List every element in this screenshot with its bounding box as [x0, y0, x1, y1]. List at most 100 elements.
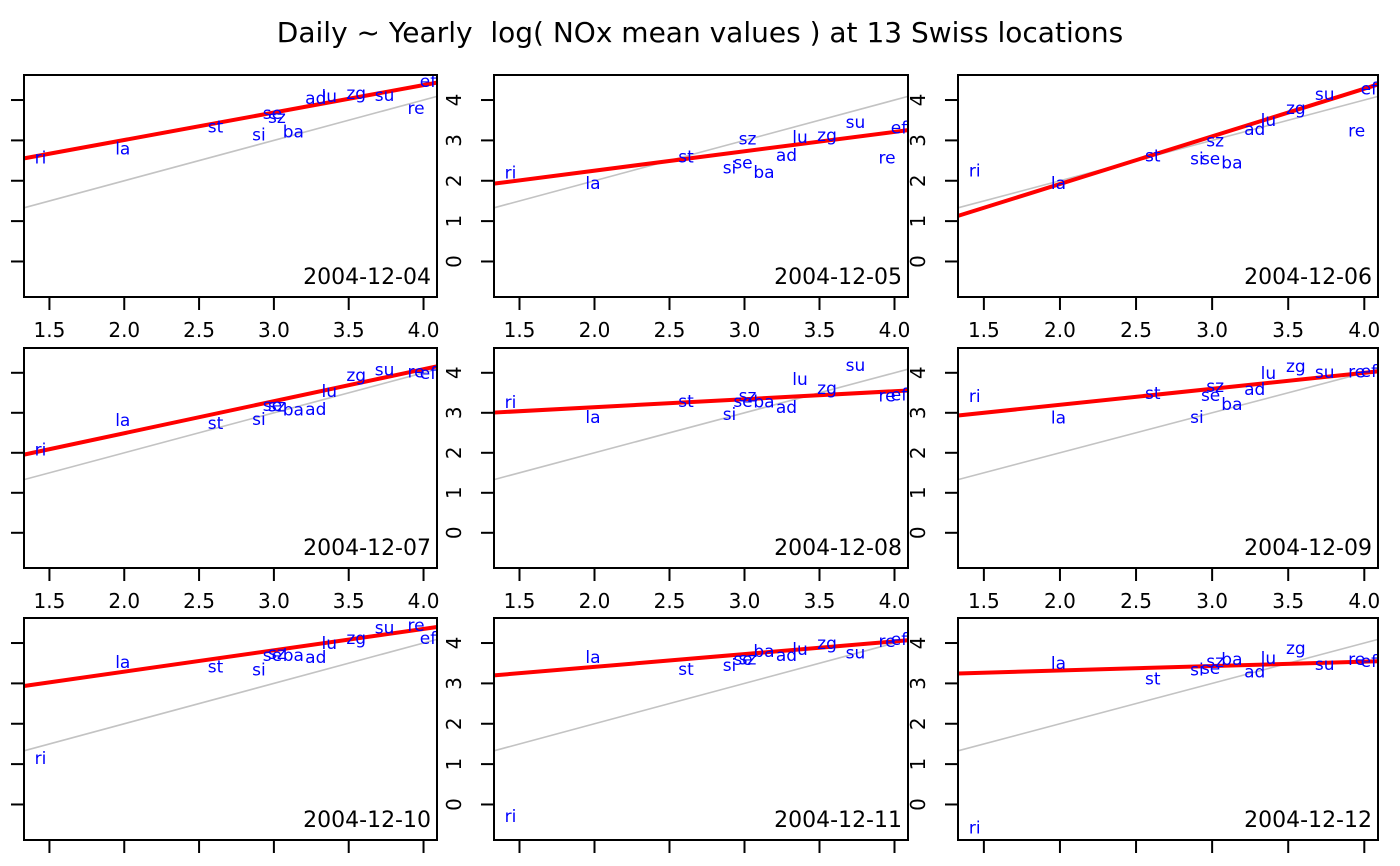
site-label-zg: zg — [346, 84, 366, 104]
site-label-sz: sz — [1206, 652, 1224, 672]
x-tick-label: 3.0 — [1196, 318, 1228, 342]
site-label-lu: lu — [792, 128, 808, 148]
x-tick-label: 4.0 — [879, 318, 911, 342]
site-label-ri: ri — [505, 393, 517, 413]
y-tick-label: 2 — [906, 174, 930, 187]
x-tick-label: 2.0 — [1044, 589, 1076, 613]
site-label-st: st — [1145, 384, 1161, 404]
date-label: 2004-12-06 — [1244, 265, 1372, 290]
site-label-ba: ba — [1221, 650, 1242, 670]
site-label-lu: lu — [322, 382, 338, 402]
site-label-re: re — [408, 616, 425, 636]
panel-border — [23, 347, 438, 569]
site-label-re: re — [408, 99, 425, 119]
x-tick-label: 4.0 — [1348, 318, 1380, 342]
site-label-zg: zg — [346, 366, 366, 386]
x-tick-label: 1.5 — [968, 318, 1000, 342]
x-tick-label: 2.5 — [183, 318, 215, 342]
site-label-la: la — [1051, 654, 1066, 674]
y-tick-label: 1 — [906, 758, 930, 771]
site-label-la: la — [585, 408, 600, 428]
fit-line — [493, 388, 909, 415]
site-label-lu: lu — [322, 634, 338, 654]
site-label-ba: ba — [283, 401, 304, 421]
site-label-si: si — [252, 125, 266, 145]
identity-line — [957, 368, 1379, 481]
y-tick-label: 3 — [442, 406, 466, 419]
panel-border — [957, 347, 1379, 569]
fit-line — [957, 659, 1379, 676]
y-tick-label: 2 — [906, 446, 930, 459]
y-tick-label: 2 — [442, 174, 466, 187]
y-tick-label: 0 — [906, 798, 930, 811]
site-label-ad: ad — [305, 648, 326, 668]
date-label: 2004-12-05 — [774, 265, 902, 290]
site-label-si: si — [252, 410, 266, 430]
x-tick-label: 1.5 — [504, 589, 536, 613]
site-label-st: st — [678, 392, 694, 412]
site-label-re: re — [408, 363, 425, 383]
site-label-se: se — [733, 650, 752, 670]
y-tick-label: 4 — [906, 366, 930, 379]
panel-border — [493, 617, 909, 841]
x-tick-label: 2.5 — [183, 589, 215, 613]
site-label-zg: zg — [346, 629, 366, 649]
site-label-la: la — [1051, 409, 1066, 429]
x-tick-label: 1.5 — [504, 318, 536, 342]
x-tick-label: 2.0 — [579, 589, 611, 613]
identity-line — [23, 95, 438, 209]
x-tick-label: 4.0 — [879, 589, 911, 613]
site-label-lu: lu — [792, 370, 808, 390]
date-label: 2004-12-08 — [774, 536, 902, 561]
site-label-zg: zg — [1286, 99, 1306, 119]
date-label: 2004-12-12 — [1244, 808, 1372, 833]
date-label: 2004-12-09 — [1244, 536, 1372, 561]
site-label-ri: ri — [35, 148, 47, 168]
chart-title: Daily ~ Yearly log( NOx mean values ) at… — [276, 16, 1124, 49]
y-tick-label: 1 — [906, 215, 930, 228]
site-label-ef: ef — [420, 629, 437, 649]
site-label-ef: ef — [1361, 80, 1378, 100]
site-label-ri: ri — [969, 387, 981, 407]
y-tick-label: 3 — [442, 134, 466, 147]
site-label-ad: ad — [305, 89, 326, 109]
site-label-ba: ba — [1221, 395, 1242, 415]
x-tick-label: 3.0 — [729, 318, 761, 342]
site-label-sz: sz — [268, 397, 286, 417]
panel-border — [957, 74, 1379, 298]
x-tick-label: 2.0 — [1044, 318, 1076, 342]
site-label-si: si — [1190, 660, 1204, 680]
site-label-la: la — [585, 648, 600, 668]
y-tick-label: 2 — [906, 717, 930, 730]
y-tick-label: 4 — [442, 366, 466, 379]
site-label-sz: sz — [1206, 131, 1224, 151]
site-label-re: re — [1348, 121, 1365, 141]
site-label-ad: ad — [1244, 380, 1265, 400]
x-tick-label: 1.5 — [34, 318, 66, 342]
y-tick-label: 1 — [442, 758, 466, 771]
x-tick-label: 2.5 — [1120, 318, 1152, 342]
y-tick-label: 0 — [442, 526, 466, 539]
site-label-ba: ba — [283, 646, 304, 666]
panel-border — [493, 347, 909, 569]
site-label-su: su — [1315, 363, 1335, 383]
site-label-la: la — [115, 411, 130, 431]
site-label-se: se — [1201, 659, 1220, 679]
site-label-re: re — [878, 632, 895, 652]
site-label-ef: ef — [891, 630, 908, 650]
y-tick-label: 4 — [906, 94, 930, 107]
site-label-sz: sz — [739, 129, 757, 149]
fit-line — [493, 128, 909, 186]
x-tick-label: 3.5 — [804, 589, 836, 613]
y-tick-label: 4 — [442, 637, 466, 650]
site-label-se: se — [733, 154, 752, 174]
site-label-sz: sz — [268, 644, 286, 664]
site-label-ef: ef — [420, 364, 437, 384]
x-tick-label: 2.5 — [654, 589, 686, 613]
site-label-zg: zg — [1286, 357, 1306, 377]
